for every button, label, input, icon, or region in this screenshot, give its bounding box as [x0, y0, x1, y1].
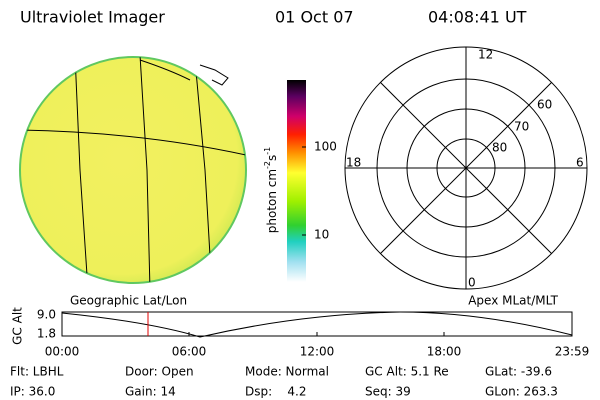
colorbar-tick-label: 100: [314, 140, 337, 154]
alt-ytick: 9.0: [37, 308, 56, 322]
x-tick-label: 06:00: [172, 345, 207, 359]
unit-text: photon cm: [265, 169, 279, 233]
x-tick-label: 23:59: [555, 345, 590, 359]
mlt-label: 6: [576, 156, 584, 170]
polar-label: Apex MLat/MLT: [468, 294, 558, 308]
polar-grid: [344, 46, 588, 290]
info: Flt: LBHL Door: Open Mode: Normal GC Alt: 5…: [10, 365, 558, 399]
info-field: Gain: 14: [125, 385, 176, 399]
mlt-label: 0: [468, 276, 476, 290]
colorbar-unit: photon cm-2s-1: [263, 147, 279, 234]
unit-text: s: [265, 155, 279, 161]
info-field: Dsp: 4.2: [245, 385, 307, 399]
info-field: Flt: LBHL: [10, 365, 64, 379]
mlt-label: 18: [346, 156, 361, 170]
lat-label: 70: [514, 120, 529, 134]
colorbar: [287, 80, 306, 282]
date: 01 Oct 07: [275, 8, 354, 27]
colorbar-tick-label: 10: [314, 228, 329, 242]
alt-ytick: 1.8: [37, 327, 56, 341]
unit-exp: -2: [263, 161, 272, 169]
lat-label: 80: [492, 141, 507, 155]
info-field: Seq: 39: [365, 385, 411, 399]
image-label: Geographic Lat/Lon: [70, 294, 187, 308]
info-field: Door: Open: [125, 365, 194, 379]
alt-ylabel: GC Alt: [11, 307, 25, 345]
info-field: IP: 36.0: [10, 385, 55, 399]
globe-image: [19, 56, 247, 284]
x-tick-label: 00:00: [45, 345, 80, 359]
unit-exp: -1: [263, 147, 272, 155]
info-field: GC Alt: 5.1 Re: [365, 365, 449, 379]
alt-xticks: 00:00 06:00 12:00 18:00 23:59: [45, 332, 590, 359]
info-field: GLon: 263.3: [485, 385, 558, 399]
title: Ultraviolet Imager: [20, 8, 165, 27]
x-tick-label: 18:00: [427, 345, 462, 359]
info-field: Mode: Normal: [245, 365, 329, 379]
x-tick-label: 12:00: [300, 345, 335, 359]
lat-label: 60: [537, 98, 552, 112]
info-field: GLat: -39.6: [485, 365, 552, 379]
mlt-label: 12: [478, 48, 493, 62]
time: 04:08:41 UT: [428, 8, 527, 27]
